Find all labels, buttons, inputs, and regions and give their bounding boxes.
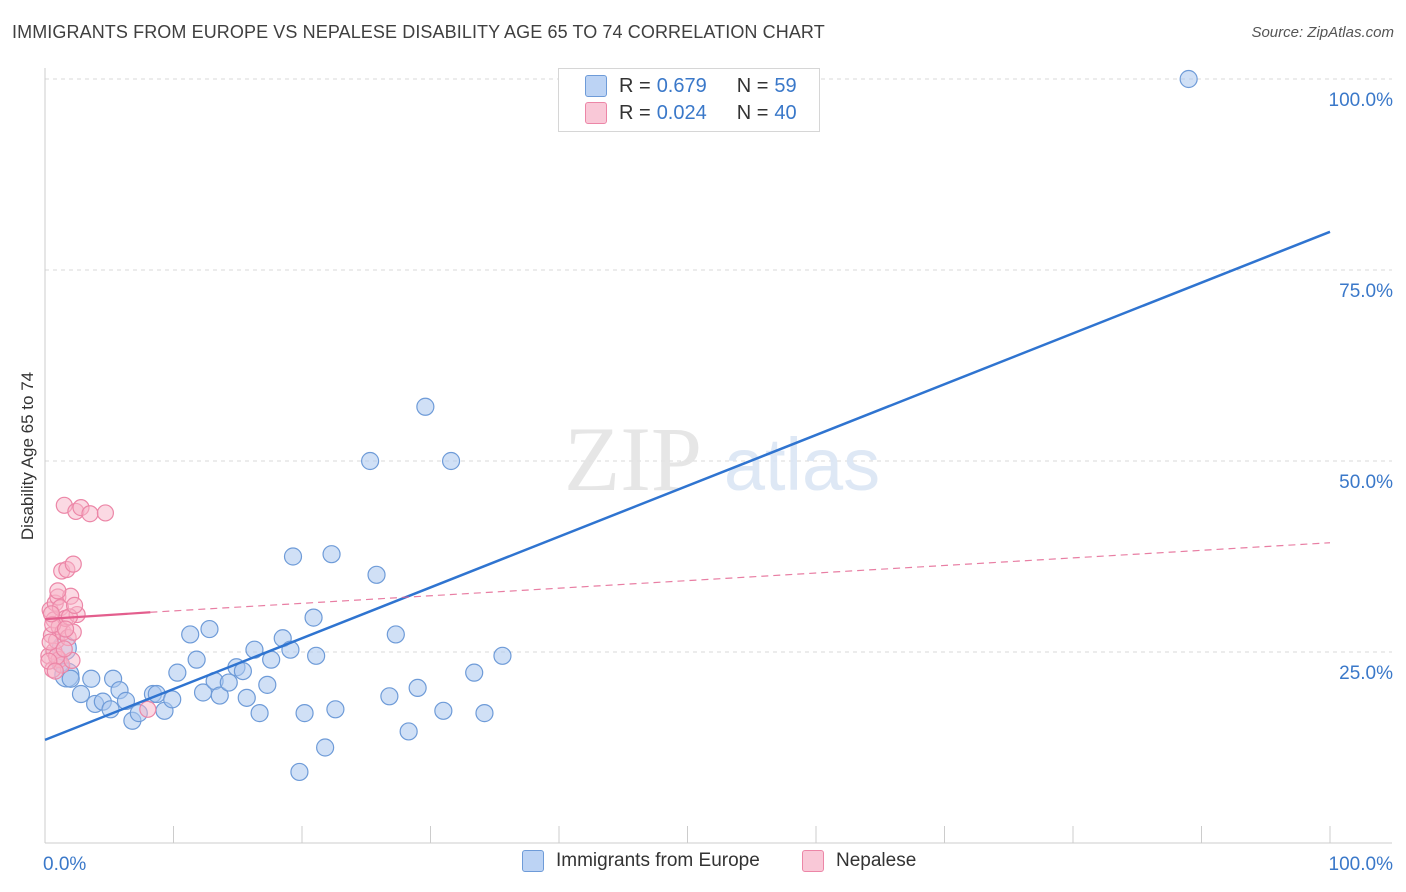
x-tick-label-max: 100.0% [1329, 854, 1394, 875]
point-immigrants-from-europe [163, 690, 182, 709]
point-immigrants-from-europe [295, 704, 314, 723]
chart-title: IMMIGRANTS FROM EUROPE VS NEPALESE DISAB… [12, 22, 825, 42]
legend-item-nepalese: Nepalese [802, 850, 916, 872]
point-immigrants-from-europe [283, 547, 303, 566]
legend-row-blue: R = 0.679 N = 59 [585, 73, 797, 99]
series-nepalese [40, 496, 157, 718]
point-nepalese [49, 582, 67, 600]
legend-r-label: R = [619, 101, 651, 124]
watermark: ZIP atlas [564, 408, 880, 510]
point-immigrants-from-europe [304, 608, 323, 627]
point-immigrants-from-europe [367, 565, 386, 584]
point-immigrants-from-europe [168, 663, 187, 682]
trend-lines [44, 230, 1331, 742]
point-immigrants-from-europe [465, 663, 484, 682]
point-immigrants-from-europe [361, 451, 380, 471]
point-immigrants-from-europe [386, 625, 405, 644]
legend-n-value: 59 [774, 74, 797, 97]
point-nepalese [64, 555, 82, 573]
legend-label-immigrants: Immigrants from Europe [556, 850, 760, 871]
y-tick-label: 25.0% [1339, 663, 1393, 684]
point-immigrants-from-europe [250, 704, 269, 723]
grid-lines [45, 78, 1392, 653]
point-nepalese [41, 633, 59, 651]
legend-r-value: 0.024 [656, 101, 707, 124]
point-immigrants-from-europe [322, 545, 341, 564]
point-immigrants-from-europe [380, 687, 399, 706]
point-immigrants-from-europe [408, 678, 427, 698]
point-immigrants-from-europe [493, 646, 512, 665]
point-immigrants-from-europe [82, 669, 101, 688]
y-tick-label: 50.0% [1339, 472, 1393, 493]
point-immigrants-from-europe [219, 673, 238, 692]
x-tick-label-min: 0.0% [43, 854, 86, 875]
point-nepalese [81, 505, 99, 523]
point-nepalese [46, 662, 64, 680]
point-immigrants-from-europe [326, 700, 345, 719]
legend-r-value: 0.679 [656, 74, 707, 97]
point-immigrants-from-europe [475, 704, 494, 723]
trend-line-immigrants [44, 230, 1331, 742]
trend-line-nepalese-solid [44, 611, 151, 621]
legend-label-nepalese: Nepalese [836, 850, 917, 871]
point-immigrants-from-europe [210, 686, 229, 705]
point-immigrants-from-europe [441, 451, 461, 471]
point-immigrants-from-europe [316, 738, 335, 757]
point-immigrants-from-europe [71, 684, 91, 704]
series-legend: Immigrants from Europe Nepalese [0, 850, 1406, 878]
legend-swatch-immigrants [522, 850, 544, 872]
axes [44, 68, 1392, 844]
point-immigrants-from-europe [181, 625, 200, 644]
legend-n-label: N = [736, 74, 769, 97]
legend-swatch-pink [585, 102, 607, 124]
point-immigrants-from-europe [200, 619, 219, 639]
y-tick-label: 100.0% [1329, 90, 1394, 111]
point-immigrants-from-europe [237, 688, 256, 707]
point-nepalese [96, 504, 114, 522]
legend-swatch-nepalese [802, 850, 824, 872]
legend-n-value: 40 [774, 101, 797, 124]
point-immigrants-from-europe [434, 701, 453, 720]
legend-swatch-blue [585, 75, 607, 97]
point-immigrants-from-europe [399, 722, 418, 741]
point-nepalese [56, 620, 75, 638]
correlation-legend: R = 0.679 N = 59 R = 0.024 N = 40 [558, 68, 820, 132]
legend-row-pink: R = 0.024 N = 40 [585, 100, 797, 126]
tick-labels: 25.0% 50.0% 75.0% 100.0% 0.0% 100.0% [43, 90, 1393, 875]
legend-item-immigrants: Immigrants from Europe [522, 850, 760, 872]
point-immigrants-from-europe [1179, 69, 1198, 89]
point-nepalese [65, 596, 84, 614]
point-immigrants-from-europe [307, 646, 326, 665]
y-tick-label: 75.0% [1339, 281, 1393, 302]
point-nepalese [139, 700, 157, 718]
point-immigrants-from-europe [416, 397, 435, 416]
watermark-zip: ZIP [564, 408, 702, 510]
legend-r-label: R = [619, 74, 651, 97]
point-immigrants-from-europe [290, 762, 309, 782]
source-label: Source: ZipAtlas.com [1251, 24, 1394, 41]
point-immigrants-from-europe [187, 650, 206, 669]
point-immigrants-from-europe [258, 675, 277, 694]
legend-n-label: N = [736, 101, 769, 124]
trend-line-nepalese-dashed [150, 542, 1331, 613]
point-nepalese [55, 640, 73, 658]
y-axis-label: Disability Age 65 to 74 [18, 371, 37, 541]
watermark-atlas: atlas [724, 423, 880, 506]
point-immigrants-from-europe [61, 669, 80, 688]
